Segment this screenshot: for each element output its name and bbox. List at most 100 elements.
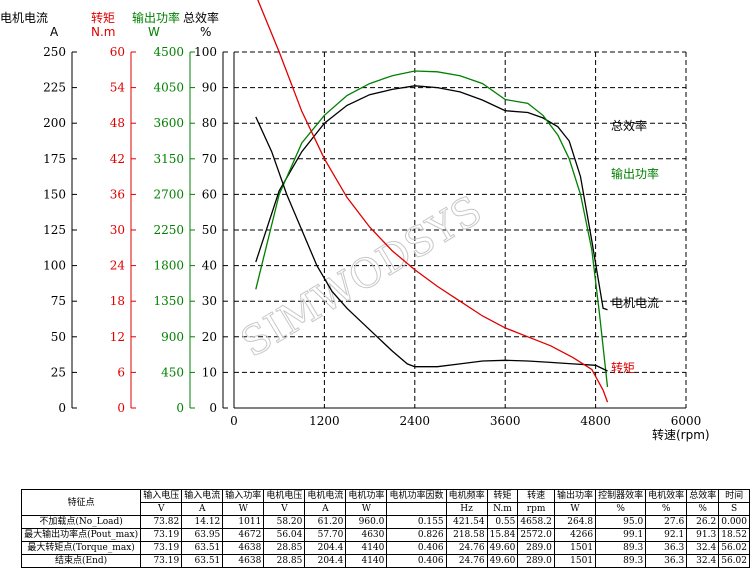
table-cell: 73.19	[140, 541, 183, 555]
table-header-row: 特征点 输入电压 输入电流 输入功率 电机电压 电机电流 电机功率 电机功率因数 电机频率 转矩转…	[20, 489, 750, 516]
eff-tick-label: 40	[202, 259, 217, 273]
table-header-cell: 输出功率	[553, 489, 597, 503]
table-cell: 63.51	[181, 541, 224, 555]
table-cell: 4672	[222, 528, 265, 542]
current-tick-label: 100	[43, 259, 66, 273]
table-cell: 4266	[553, 528, 597, 542]
series-line-torque	[257, 0, 609, 403]
power-axis-unit: W	[148, 25, 160, 39]
eff-tick-label: 20	[202, 330, 217, 344]
axes-layer: 0255075100125150175200225250061218243036…	[43, 45, 228, 415]
table-cell: 14.12	[181, 515, 224, 529]
table-row: 最大转矩点(Torque_max) 73.19 63.51 4638 28.85 204.…	[20, 541, 750, 555]
power-tick-label: 3150	[153, 152, 184, 166]
table-cell: 4658.2	[517, 515, 555, 529]
torque-tick-label: 24	[110, 259, 126, 273]
current-tick-label: 75	[51, 294, 66, 308]
table-cell: 204.4	[304, 554, 347, 568]
x-tick-label: 0	[230, 414, 238, 428]
table-cell: 1501	[553, 554, 597, 568]
torque-tick-label: 18	[110, 294, 125, 308]
series-line-power	[255, 70, 609, 388]
table-cell: 63.51	[181, 554, 224, 568]
torque-tick-label: 42	[110, 152, 125, 166]
table-cell: 421.54	[445, 515, 488, 529]
x-tick-label: 6000	[671, 414, 702, 428]
table-unit-cell: W	[222, 502, 265, 516]
table-cell: 49.60	[486, 541, 519, 555]
table-header-cell: 转速	[517, 489, 555, 503]
table-cell: 36.3	[645, 554, 688, 568]
torque-tick-label: 36	[110, 187, 125, 201]
table-cell: 4630	[345, 528, 388, 542]
current-tick-label: 50	[51, 330, 66, 344]
table-unit-cell: %	[686, 502, 720, 516]
series-line-current	[255, 116, 608, 372]
table-header-cell: 输入功率	[222, 489, 265, 503]
table-row-label: 最大转矩点(Torque_max)	[20, 541, 142, 555]
eff-tick-label: 70	[202, 152, 217, 166]
table-unit-cell: A	[181, 502, 224, 516]
torque-tick-label: 54	[110, 81, 126, 95]
table-header-cell: 输入电流	[181, 489, 224, 503]
power-tick-label: 0	[176, 401, 184, 415]
table-header-cell: 电机效率	[645, 489, 688, 503]
table-cell: 56.02	[718, 541, 750, 555]
table-cell: 4140	[345, 554, 388, 568]
feature-point-table: 特征点 输入电压 输入电流 输入功率 电机电压 电机电流 电机功率 电机功率因数 电机频率 转矩转…	[20, 489, 750, 568]
current-tick-label: 225	[43, 81, 66, 95]
current-tick-label: 200	[43, 116, 66, 130]
table-cell: 73.82	[140, 515, 183, 529]
table-unit-cell: V	[140, 502, 183, 516]
eff-axis-unit: %	[200, 25, 211, 39]
table-cell: 73.19	[140, 528, 183, 542]
table-row: 结束点(End) 73.19 63.51 4638 28.85 204.4 4140 0.40…	[20, 554, 750, 568]
table-cell: 0.000	[718, 515, 750, 529]
power-tick-label: 1800	[153, 259, 184, 273]
torque-axis-name: 转矩	[91, 10, 115, 25]
table-unit-cell: %	[595, 502, 647, 516]
current-axis-name: 电机电流	[0, 11, 48, 25]
table-cell: 27.6	[645, 515, 688, 529]
power-tick-label: 2250	[153, 223, 184, 237]
table-cell: 92.1	[645, 528, 688, 542]
table-cell: 204.4	[304, 541, 347, 555]
table-header-cell: 电机功率	[345, 489, 388, 503]
current-tick-label: 0	[58, 401, 66, 415]
grid-layer: 0 1200 2400 3600 4800 6000	[230, 51, 702, 428]
table-cell: 32.4	[686, 541, 720, 555]
table-cell: 15.84	[486, 528, 519, 542]
table-row: 不加载点(No_Load) 73.82 14.12 1011 58.20 61.20 960…	[20, 515, 750, 529]
table-row: 最大输出功率点(Pout_max) 73.19 63.95 4672 56.04 57.7…	[20, 528, 750, 542]
x-tick-label: 4800	[580, 414, 611, 428]
eff-tick-label: 50	[202, 223, 217, 237]
power-tick-label: 900	[161, 330, 184, 344]
table-cell: 218.58	[445, 528, 488, 542]
torque-tick-label: 60	[110, 45, 125, 59]
power-tick-label: 3600	[153, 116, 184, 130]
table-cell: 36.3	[645, 541, 688, 555]
table-cell: 0.406	[386, 554, 447, 568]
x-axis-label: 转速(rpm)	[652, 427, 710, 442]
series-line-eff	[255, 85, 608, 311]
motor-performance-chart: 电机电流 A 转矩 N.m 输出功率 W 总效率 % 0255075100125…	[0, 0, 710, 442]
series-label-torque: 转矩	[611, 360, 635, 375]
table-cell: 2572.0	[517, 528, 555, 542]
table-cell: 1011	[222, 515, 265, 529]
table-row-label: 不加载点(No_Load)	[20, 515, 142, 529]
eff-tick-label: 100	[194, 45, 217, 59]
table-cell: 63.95	[181, 528, 224, 542]
eff-tick-label: 60	[202, 187, 217, 201]
x-tick-label: 2400	[400, 414, 431, 428]
table-cell: 61.20	[304, 515, 347, 529]
table-header-cell: 总效率	[686, 489, 720, 503]
table-cell: 58.20	[263, 515, 306, 529]
series-layer	[255, 0, 609, 403]
eff-axis-name: 总效率	[183, 10, 219, 25]
table-unit-cell	[386, 502, 447, 516]
table-cell: 28.85	[263, 541, 306, 555]
torque-tick-label: 12	[110, 330, 125, 344]
table-cell: 95.0	[595, 515, 647, 529]
series-label-power: 输出功率	[611, 166, 659, 181]
